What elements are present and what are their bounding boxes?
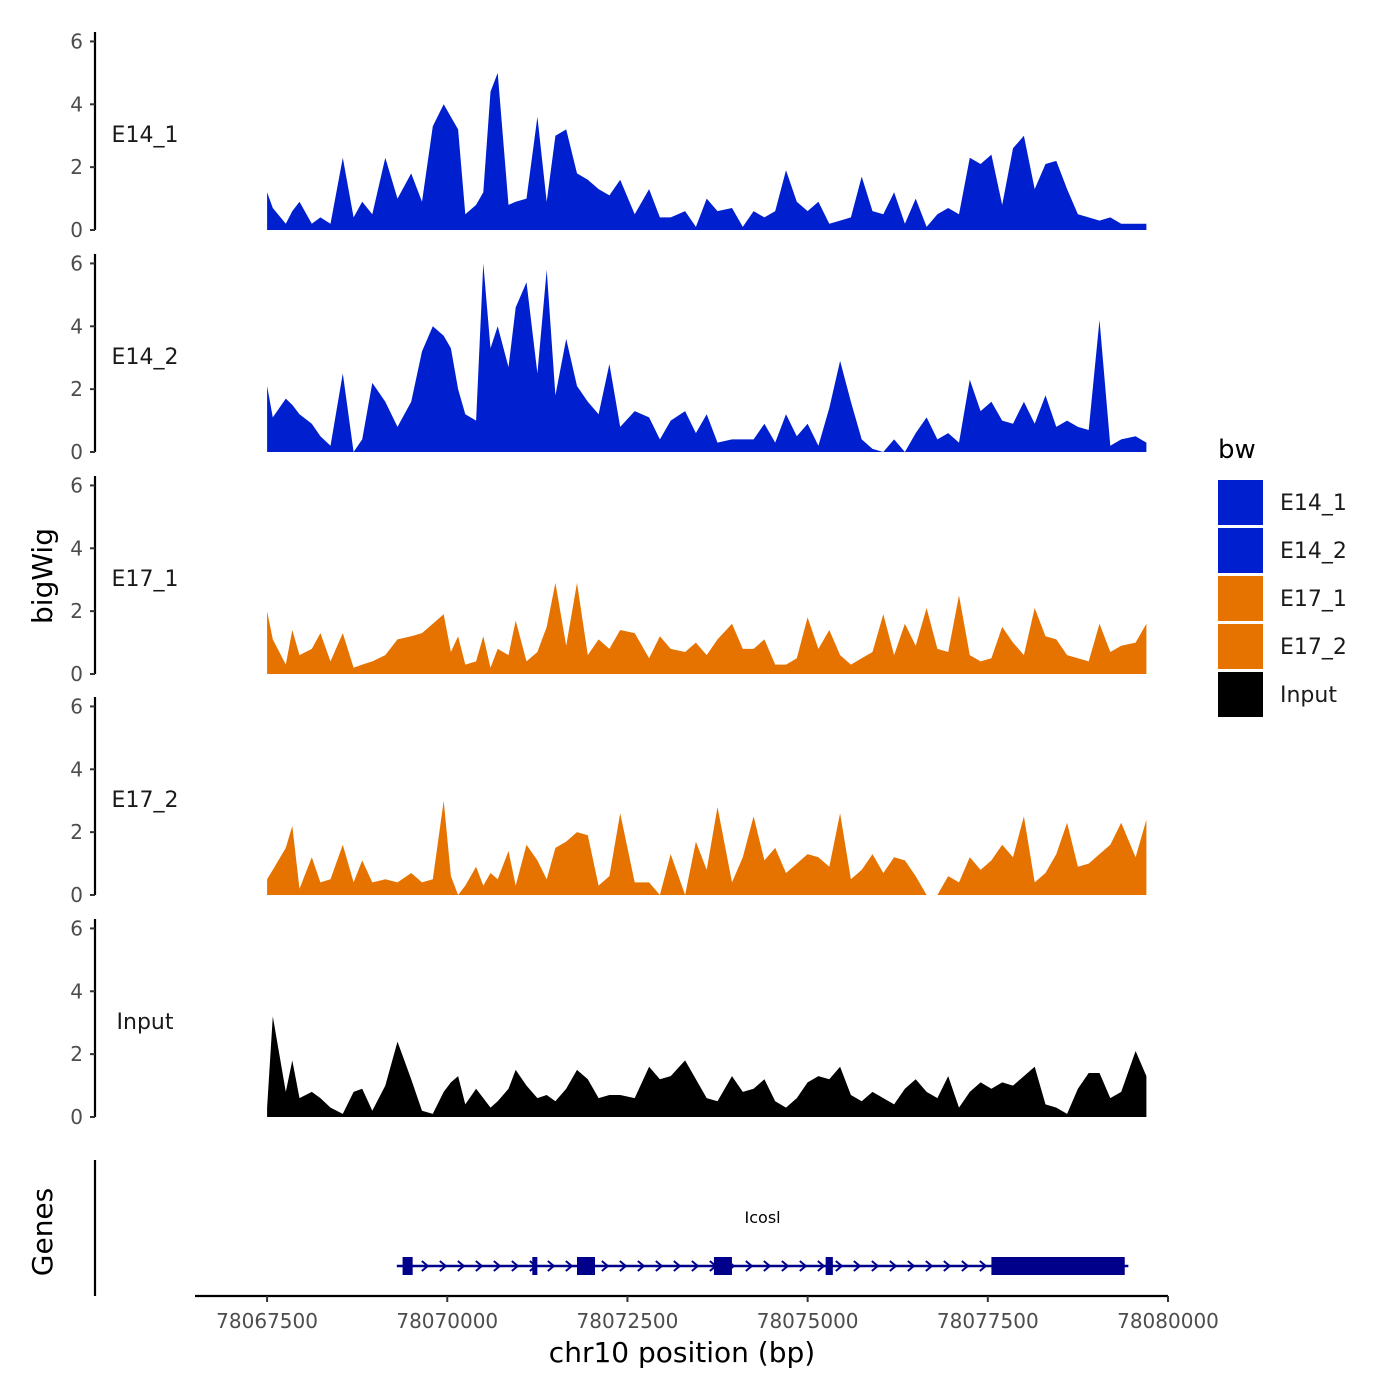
y-tick-label: 6 xyxy=(70,694,83,718)
x-tick-label: 78075000 xyxy=(757,1309,859,1333)
y-tick-label: 0 xyxy=(70,883,83,907)
coverage-tracks: 0 2 4 6 E14_1 0 2 4 6 E14_2 0 2 4 6 E17_1 0 2 4 6 E17_2 0 2 4 6… xyxy=(70,29,1147,1129)
legend-swatch-E14_2 xyxy=(1218,528,1263,573)
legend-label-E17_2: E17_2 xyxy=(1280,635,1347,660)
x-tick-label: 78077500 xyxy=(937,1309,1039,1333)
x-tick-label: 78080000 xyxy=(1117,1309,1219,1333)
strand-arrow xyxy=(799,1260,808,1272)
y-tick-label: 6 xyxy=(70,29,83,53)
strand-arrow xyxy=(475,1260,484,1272)
area-E14_1 xyxy=(267,72,1147,231)
x-tick-label: 78070000 xyxy=(396,1309,498,1333)
y-tick-label: 2 xyxy=(70,155,83,179)
area-E14_2 xyxy=(267,263,1147,452)
strand-arrow xyxy=(925,1260,934,1272)
x-tick-label: 78067500 xyxy=(216,1309,318,1333)
track-label-E14_2: E14_2 xyxy=(112,345,179,370)
strand-arrow xyxy=(817,1260,826,1272)
area-Input xyxy=(267,1016,1147,1117)
strand-arrow xyxy=(763,1260,772,1272)
legend-label-Input: Input xyxy=(1280,683,1337,708)
legend-label-E14_2: E14_2 xyxy=(1280,539,1347,564)
gene-exon xyxy=(532,1257,538,1275)
strand-arrow xyxy=(439,1260,448,1272)
y-tick-label: 4 xyxy=(70,979,83,1003)
y-tick-label: 0 xyxy=(70,440,83,464)
strand-arrow xyxy=(421,1260,430,1272)
y-tick-label: 4 xyxy=(70,314,83,338)
track-E17_1: 0 2 4 6 E17_1 xyxy=(70,473,1147,686)
strand-arrow xyxy=(853,1260,862,1272)
y-tick-label: 6 xyxy=(70,916,83,940)
y-tick-label: 6 xyxy=(70,251,83,275)
legend-swatch-E17_1 xyxy=(1218,576,1263,621)
strand-arrow xyxy=(961,1260,970,1272)
strand-arrow xyxy=(691,1260,700,1272)
strand-arrow xyxy=(907,1260,916,1272)
x-tick-label: 78072500 xyxy=(577,1309,679,1333)
y-tick-label: 2 xyxy=(70,377,83,401)
x-axis: chr10 position (bp) 78067500 78070000 7807… xyxy=(195,1294,1219,1369)
gene-exon xyxy=(825,1257,833,1275)
legend-swatch-Input xyxy=(1218,672,1263,717)
y-tick-label: 4 xyxy=(70,536,83,560)
strand-arrow xyxy=(781,1260,790,1272)
strand-arrow xyxy=(835,1260,844,1272)
y-tick-label: 6 xyxy=(70,473,83,497)
legend-label-E14_1: E14_1 xyxy=(1280,491,1347,516)
strand-arrow xyxy=(871,1260,880,1272)
strand-arrow xyxy=(745,1260,754,1272)
track-label-E17_2: E17_2 xyxy=(112,788,179,813)
strand-arrow xyxy=(547,1260,556,1272)
y-tick-label: 0 xyxy=(70,662,83,686)
strand-arrow xyxy=(619,1260,628,1272)
gene-track: Genes Icosl xyxy=(26,1160,1129,1296)
track-label-Input: Input xyxy=(117,1010,174,1035)
track-E17_2: 0 2 4 6 E17_2 xyxy=(70,694,1147,907)
strand-arrow xyxy=(565,1260,574,1272)
x-axis-title: chr10 position (bp) xyxy=(549,1336,815,1369)
strand-arrow xyxy=(457,1260,466,1272)
legend-swatch-E17_2 xyxy=(1218,624,1263,669)
gene-name-label: Icosl xyxy=(745,1208,781,1227)
y-tick-label: 2 xyxy=(70,599,83,623)
gene-exon xyxy=(576,1257,596,1275)
legend-title: bw xyxy=(1218,435,1256,465)
track-label-E17_1: E17_1 xyxy=(112,567,179,592)
gene-exon xyxy=(402,1257,413,1275)
strand-arrow xyxy=(979,1260,988,1272)
strand-arrow xyxy=(601,1260,610,1272)
strand-arrow xyxy=(493,1260,502,1272)
track-E14_1: 0 2 4 6 E14_1 xyxy=(70,29,1147,242)
strand-arrow xyxy=(943,1260,952,1272)
strand-arrow xyxy=(655,1260,664,1272)
y-axis-title: bigWig xyxy=(26,528,59,624)
legend-swatch-E14_1 xyxy=(1218,480,1263,525)
y-tick-label: 0 xyxy=(70,1105,83,1129)
strand-arrow xyxy=(637,1260,646,1272)
strand-arrow xyxy=(889,1260,898,1272)
y-tick-label: 2 xyxy=(70,820,83,844)
strand-arrow xyxy=(673,1260,682,1272)
y-tick-label: 2 xyxy=(70,1042,83,1066)
y-tick-label: 4 xyxy=(70,757,83,781)
gene-exon xyxy=(713,1257,732,1275)
track-E14_2: 0 2 4 6 E14_2 xyxy=(70,251,1147,464)
strand-arrow xyxy=(511,1260,520,1272)
y-tick-label: 0 xyxy=(70,218,83,242)
genes-axis-title: Genes xyxy=(26,1188,59,1276)
track-Input: 0 2 4 6 Input xyxy=(70,916,1147,1129)
area-E17_2 xyxy=(267,800,1147,895)
legend: bw E14_1 E14_2 E17_1 E17_2 Input xyxy=(1218,435,1347,717)
y-tick-label: 4 xyxy=(70,92,83,116)
track-label-E14_1: E14_1 xyxy=(112,123,179,148)
area-E17_1 xyxy=(267,582,1147,674)
legend-label-E17_1: E17_1 xyxy=(1280,587,1347,612)
gene-exon xyxy=(991,1257,1125,1275)
